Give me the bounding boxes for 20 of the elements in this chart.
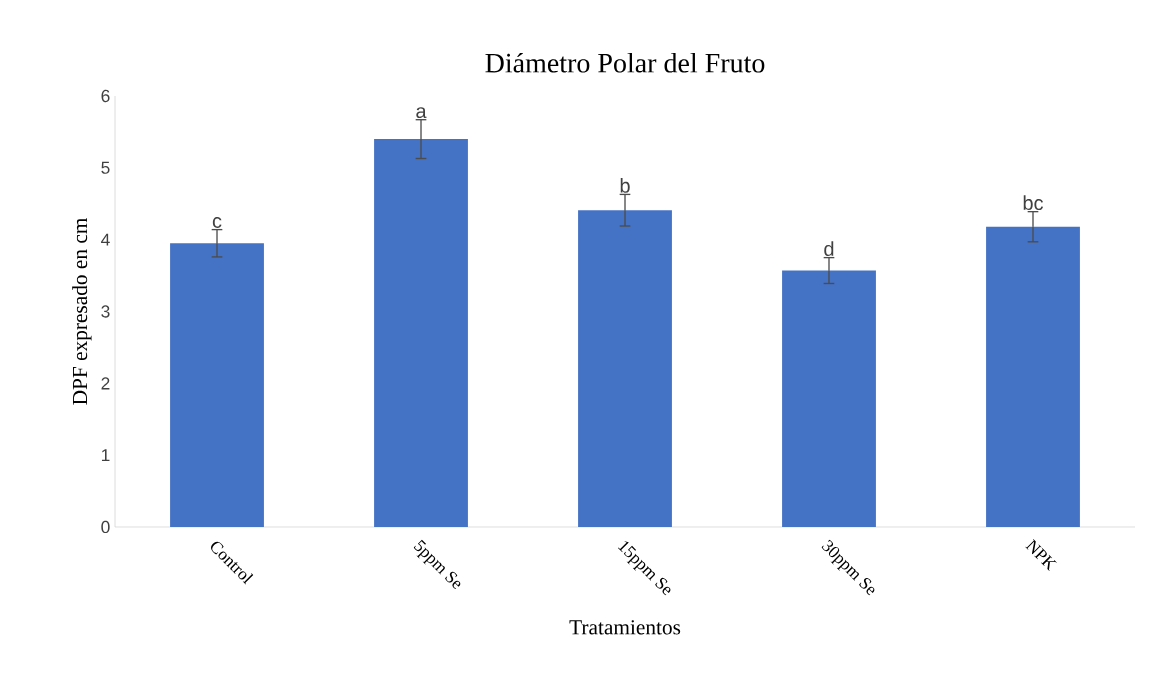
y-tick-label: 3 xyxy=(101,305,110,318)
bar xyxy=(374,139,468,527)
y-tick-label: 6 xyxy=(101,89,110,103)
y-tick-label: 2 xyxy=(101,377,110,390)
y-tick-label: 1 xyxy=(101,449,110,462)
y-tick-label: 0 xyxy=(101,520,110,534)
y-tick-label: 4 xyxy=(101,233,110,246)
bar xyxy=(170,243,264,527)
annotation: b xyxy=(620,178,630,193)
annotation: d xyxy=(824,241,834,257)
y-tick-label: 5 xyxy=(101,161,110,174)
bar xyxy=(986,226,1080,527)
x-axis-title: Tratamientos xyxy=(569,620,681,635)
bar xyxy=(782,270,876,527)
bar xyxy=(578,210,672,527)
annotation: a xyxy=(416,107,427,119)
annotation: c xyxy=(212,217,222,228)
y-axis-title: DPF expresado en cm xyxy=(72,217,92,405)
chart-title: Diámetro Polar del Fruto xyxy=(485,52,765,73)
annotation: bc xyxy=(1023,195,1044,211)
